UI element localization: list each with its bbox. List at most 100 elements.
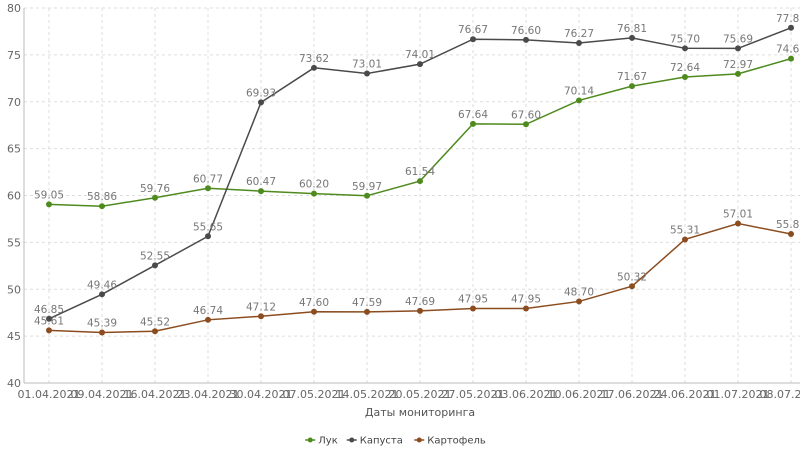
- data-label: 45.61: [34, 315, 64, 327]
- data-label: 76.27: [564, 28, 594, 40]
- data-point: [470, 36, 476, 43]
- data-point: [99, 291, 105, 298]
- data-label: 49.46: [87, 279, 117, 291]
- x-tick-label: 27.05.2021: [442, 388, 505, 401]
- data-label: 74.01: [405, 49, 435, 61]
- x-axis-title: Даты мониторинга: [365, 406, 475, 419]
- data-label: 58.86: [87, 191, 117, 203]
- y-tick-label: 55: [7, 236, 21, 249]
- x-tick-label: 08.07.2021: [760, 388, 800, 401]
- data-point: [576, 97, 582, 104]
- data-label: 76.60: [511, 25, 541, 37]
- legend-item[interactable]: Капуста: [346, 436, 403, 447]
- data-point: [788, 24, 794, 31]
- data-point: [205, 233, 211, 240]
- data-point: [258, 188, 264, 195]
- legend-item[interactable]: Лук: [305, 436, 338, 447]
- data-point: [152, 328, 158, 335]
- data-point: [629, 283, 635, 290]
- data-point: [629, 34, 635, 41]
- series: 59.05 58.86 59.76 60.77 60.47 60.20 59.97 61.54…: [34, 13, 800, 336]
- y-tick-label: 70: [7, 96, 21, 109]
- data-point: [576, 298, 582, 305]
- data-label: 55.31: [670, 224, 700, 236]
- data-point: [311, 308, 317, 315]
- data-label: 76.81: [617, 23, 647, 35]
- data-point: [364, 308, 370, 315]
- data-label: 47.69: [405, 296, 435, 308]
- legend-marker: [349, 437, 355, 443]
- data-label: 59.76: [140, 183, 170, 195]
- data-label: 70.14: [564, 85, 594, 97]
- series-Картофель: 45.61 45.39 45.52 46.74 47.12 47.60 47.59 47.69…: [34, 209, 800, 336]
- data-point: [682, 74, 688, 80]
- data-label: 47.60: [299, 297, 329, 309]
- data-label: 73.01: [352, 59, 382, 71]
- data-label: 55.89: [776, 219, 800, 231]
- legend: Лук Капуста Картофель: [305, 436, 486, 447]
- data-point: [682, 236, 688, 243]
- data-point: [152, 194, 158, 201]
- data-point: [258, 99, 264, 106]
- data-label: 61.54: [405, 166, 435, 178]
- data-point: [788, 55, 794, 62]
- legend-marker: [416, 437, 422, 443]
- data-label: 52.55: [140, 250, 170, 262]
- data-point: [46, 315, 52, 322]
- data-point: [417, 61, 423, 68]
- data-label: 67.60: [511, 109, 541, 121]
- data-point: [99, 329, 105, 336]
- data-point: [735, 70, 741, 77]
- data-label: 45.39: [87, 317, 117, 329]
- data-label: 60.20: [299, 179, 329, 191]
- data-point: [258, 313, 264, 320]
- data-point: [46, 327, 52, 334]
- x-tick-label: 14.05.2021: [336, 388, 399, 401]
- x-tick-label: 03.06.2021: [495, 388, 558, 401]
- y-tick-label: 45: [7, 330, 21, 343]
- data-label: 67.64: [458, 109, 488, 121]
- data-point: [99, 203, 105, 210]
- data-label: 50.32: [617, 271, 647, 283]
- x-tick-label: 17.06.2021: [601, 388, 664, 401]
- legend-label: Лук: [318, 436, 337, 447]
- data-label: 57.01: [723, 209, 753, 221]
- data-label: 72.64: [670, 62, 700, 74]
- x-tick-label: 16.04.2021: [124, 388, 187, 401]
- data-point: [523, 121, 529, 128]
- data-point: [417, 307, 423, 314]
- data-label: 59.05: [34, 189, 64, 201]
- legend-marker: [307, 437, 313, 443]
- data-label: 47.12: [246, 301, 276, 313]
- data-label: 74.60: [776, 44, 800, 56]
- data-label: 47.59: [352, 297, 382, 309]
- data-label: 46.74: [193, 305, 223, 317]
- data-point: [417, 178, 423, 185]
- data-label: 55.65: [193, 221, 223, 233]
- data-point: [523, 36, 529, 43]
- y-tick-label: 60: [7, 190, 21, 203]
- data-point: [735, 45, 741, 52]
- data-label: 71.67: [617, 71, 647, 83]
- data-label: 59.97: [352, 181, 382, 193]
- data-label: 45.52: [140, 316, 170, 328]
- data-label: 60.77: [193, 173, 223, 185]
- data-label: 48.70: [564, 286, 594, 298]
- axes: 40 45 50 55 60 65 70 75 80 01.04.202109.04.202116…: [7, 2, 800, 401]
- data-label: 75.69: [723, 33, 753, 45]
- x-tick-label: 01.07.2021: [707, 388, 770, 401]
- data-point: [470, 120, 476, 127]
- legend-item[interactable]: Картофель: [414, 436, 486, 447]
- data-label: 47.95: [511, 293, 541, 305]
- data-point: [576, 39, 582, 46]
- legend-label: Картофель: [427, 436, 486, 447]
- x-tick-label: 09.04.2021: [71, 388, 134, 401]
- series-Лук: 59.05 58.86 59.76 60.77 60.47 60.20 59.97 61.54…: [34, 44, 800, 210]
- y-tick-label: 80: [7, 2, 21, 15]
- x-tick-label: 07.05.2021: [283, 388, 346, 401]
- data-point: [311, 64, 317, 71]
- x-tick-label: 01.04.2021: [18, 388, 81, 401]
- data-point: [682, 45, 688, 52]
- data-label: 75.70: [670, 33, 700, 45]
